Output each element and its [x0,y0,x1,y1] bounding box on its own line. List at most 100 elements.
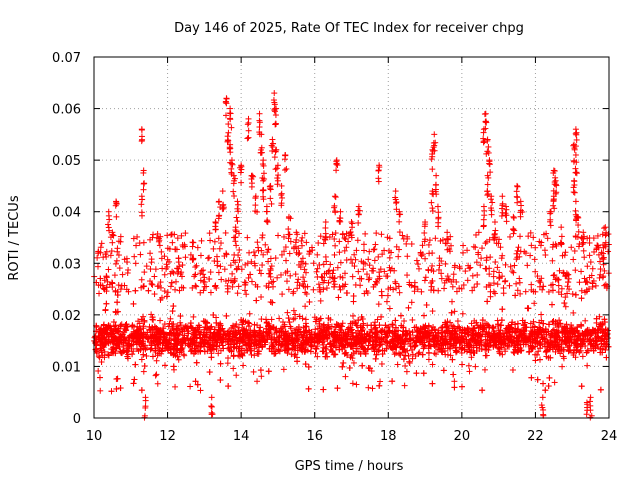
data-point [124,269,131,276]
data-point [147,250,154,257]
data-point [170,269,177,276]
data-point [140,351,147,358]
data-point [386,254,393,261]
data-point [537,242,544,249]
data-point [576,279,583,286]
data-point [507,263,514,270]
data-point [118,282,125,289]
data-point [538,311,545,318]
data-point [498,317,505,324]
data-point [472,244,479,251]
data-point [224,133,231,140]
data-point [161,288,168,295]
data-point [94,263,101,270]
data-point [450,271,457,278]
data-point [383,298,390,305]
data-point [168,279,175,286]
data-point [375,253,382,260]
data-point [420,370,427,377]
data-point [559,363,566,370]
data-point [428,287,435,294]
data-point [157,317,164,324]
data-point [150,316,157,323]
data-point [490,268,497,275]
data-point [147,266,154,273]
data-point [234,198,241,205]
data-point [114,245,121,252]
data-point [287,272,294,279]
data-point [542,251,549,258]
data-point [479,387,486,394]
data-point [286,250,293,257]
data-point [352,256,359,263]
data-point [312,326,319,333]
data-point [596,313,603,320]
data-point [315,240,322,247]
data-point [141,269,148,276]
data-point [217,263,224,270]
data-point [562,294,569,301]
data-point [413,257,420,264]
data-point [200,267,207,274]
data-point [280,366,287,373]
data-point [369,385,376,392]
data-point [292,271,299,278]
data-point [242,287,249,294]
data-point [252,252,259,259]
data-point [172,278,179,285]
data-point [373,230,380,237]
data-point [284,278,291,285]
data-point [509,268,516,275]
data-point [114,375,121,382]
data-point [602,281,609,288]
data-point [302,361,309,368]
data-point [448,309,455,316]
data-point [285,315,292,322]
data-point [211,258,218,265]
data-point [402,362,409,369]
data-point [332,242,339,249]
data-point [254,378,261,385]
data-point [213,314,220,321]
data-point [105,212,112,219]
data-point [423,302,430,309]
data-point [314,251,321,258]
data-point [545,288,552,295]
data-point [481,366,488,373]
data-point [581,254,588,261]
data-point [425,266,432,273]
data-point [451,384,458,391]
data-point [465,362,472,369]
data-point [599,274,606,281]
data-point [148,259,155,266]
data-point [268,279,275,286]
data-point [401,382,408,389]
data-point [572,267,579,274]
data-point [372,319,379,326]
data-point [152,372,159,379]
data-point [339,363,346,370]
data-point [349,380,356,387]
data-point [287,325,294,332]
data-point [235,283,242,290]
data-point [510,269,517,276]
data-point [223,312,230,319]
data-point [150,231,157,238]
data-point [561,300,568,307]
data-point [582,317,589,324]
data-point [132,361,139,368]
data-point [435,287,442,294]
data-point [114,299,121,306]
data-point [243,291,250,298]
data-point [242,261,249,268]
data-point [323,285,330,292]
data-point [448,298,455,305]
data-point [450,371,457,378]
data-point [138,138,145,145]
data-point [110,232,117,239]
data-point [234,290,241,297]
data-point [482,240,489,247]
data-point [244,234,251,241]
data-point [413,370,420,377]
data-point [169,239,176,246]
